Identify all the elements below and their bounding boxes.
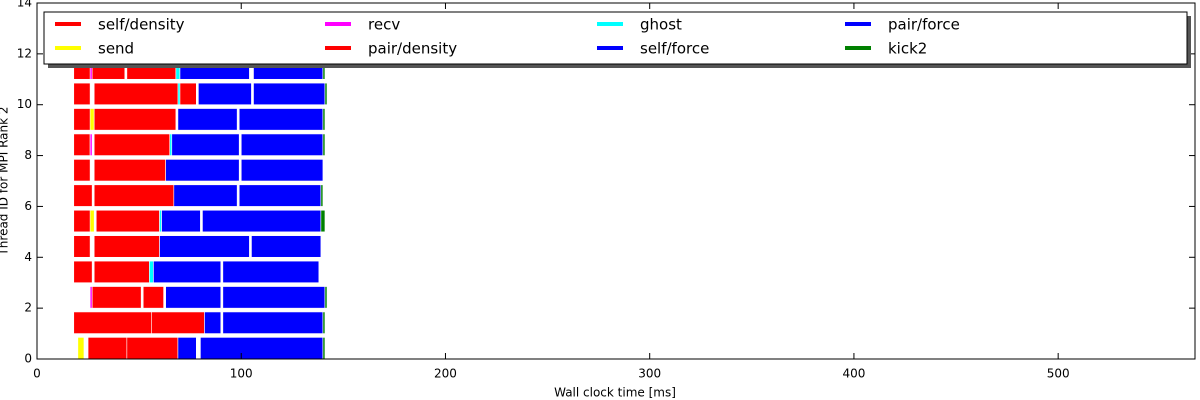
- task-bar: [165, 159, 240, 182]
- task-bar: [161, 209, 201, 233]
- x-tick-label: 100: [230, 367, 253, 381]
- task-bar: [324, 286, 328, 309]
- task-bar: [169, 133, 173, 156]
- task-bar: [73, 159, 91, 182]
- y-tick-label: 4: [24, 250, 32, 264]
- task-bar: [93, 82, 197, 106]
- task-bar: [200, 337, 324, 360]
- task-bar: [322, 108, 326, 131]
- task-bar: [165, 286, 222, 309]
- task-bar: [171, 133, 240, 156]
- task-bar: [89, 133, 93, 156]
- task-bar: [238, 184, 322, 207]
- legend-label: pair/force: [888, 16, 960, 34]
- task-bar: [77, 337, 85, 360]
- x-tick-label: 300: [638, 367, 661, 381]
- task-bar: [89, 108, 95, 131]
- legend: self/density send recv pair/density ghost sel…: [43, 11, 1191, 68]
- task-bar: [322, 337, 326, 360]
- legend-label: send: [98, 40, 134, 58]
- task-bar: [320, 209, 326, 233]
- task-bar: [73, 260, 93, 284]
- task-bar: [73, 209, 93, 233]
- task-bar: [204, 311, 222, 334]
- legend-label: kick2: [888, 40, 927, 58]
- task-bar: [73, 133, 91, 156]
- task-bar: [93, 235, 160, 258]
- task-bar: [126, 337, 179, 360]
- task-bar: [73, 235, 91, 258]
- task-bar: [87, 337, 128, 360]
- task-bar: [322, 311, 326, 334]
- task-bar: [89, 286, 93, 309]
- plot-frame: [36, 2, 1196, 360]
- x-tick-label: 0: [33, 367, 41, 381]
- task-bar: [222, 286, 326, 309]
- y-tick-label: 10: [17, 97, 32, 111]
- y-tick-label: 8: [24, 148, 32, 162]
- legend-label: recv: [368, 16, 400, 34]
- legend-label: ghost: [640, 16, 682, 34]
- task-bar: [93, 133, 171, 156]
- task-bar: [198, 82, 252, 106]
- task-bar: [222, 260, 320, 284]
- task-bar: [89, 209, 95, 233]
- y-tick-label: 14: [17, 0, 32, 10]
- task-bar: [73, 82, 91, 106]
- task-bar: [153, 260, 222, 284]
- task-bar: [73, 108, 93, 131]
- task-bar: [142, 286, 164, 309]
- x-axis-label: Wall clock time [ms]: [554, 386, 676, 400]
- y-tick-label: 6: [24, 199, 32, 213]
- task-bar: [322, 133, 326, 156]
- task-bar: [202, 209, 322, 233]
- y-tick-label: 0: [24, 352, 32, 366]
- task-bar: [177, 82, 181, 106]
- task-bar: [173, 184, 238, 207]
- task-bar: [240, 159, 324, 182]
- y-axis-label: Thread ID for MPI Rank 2: [0, 106, 11, 256]
- legend-label: self/force: [640, 40, 709, 58]
- task-bar: [73, 311, 152, 334]
- task-bar: [93, 159, 166, 182]
- task-bar: [91, 286, 142, 309]
- task-bar: [251, 235, 322, 258]
- task-bar: [93, 184, 175, 207]
- task-bar: [159, 209, 162, 233]
- task-bar: [253, 82, 326, 106]
- task-bar: [93, 260, 150, 284]
- task-bar: [177, 108, 238, 131]
- legend-label: pair/density: [368, 40, 457, 58]
- task-bar: [238, 108, 324, 131]
- task-bar: [95, 209, 160, 233]
- task-bar: [324, 82, 328, 106]
- task-bar: [93, 108, 177, 131]
- task-bar: [177, 337, 197, 360]
- x-tick-label: 400: [842, 367, 865, 381]
- y-tick-label: 12: [17, 46, 32, 60]
- x-tick-label: 500: [1047, 367, 1070, 381]
- task-bar: [240, 133, 324, 156]
- y-tick-label: 2: [24, 301, 32, 315]
- task-bar: [222, 311, 324, 334]
- task-bar: [73, 184, 93, 207]
- legend-label: self/density: [98, 16, 185, 34]
- legend-box: [43, 11, 1188, 65]
- task-bar: [151, 311, 205, 334]
- task-bar: [320, 184, 324, 207]
- task-bar: [149, 260, 154, 284]
- x-tick-label: 200: [434, 367, 457, 381]
- task-bar: [159, 235, 250, 258]
